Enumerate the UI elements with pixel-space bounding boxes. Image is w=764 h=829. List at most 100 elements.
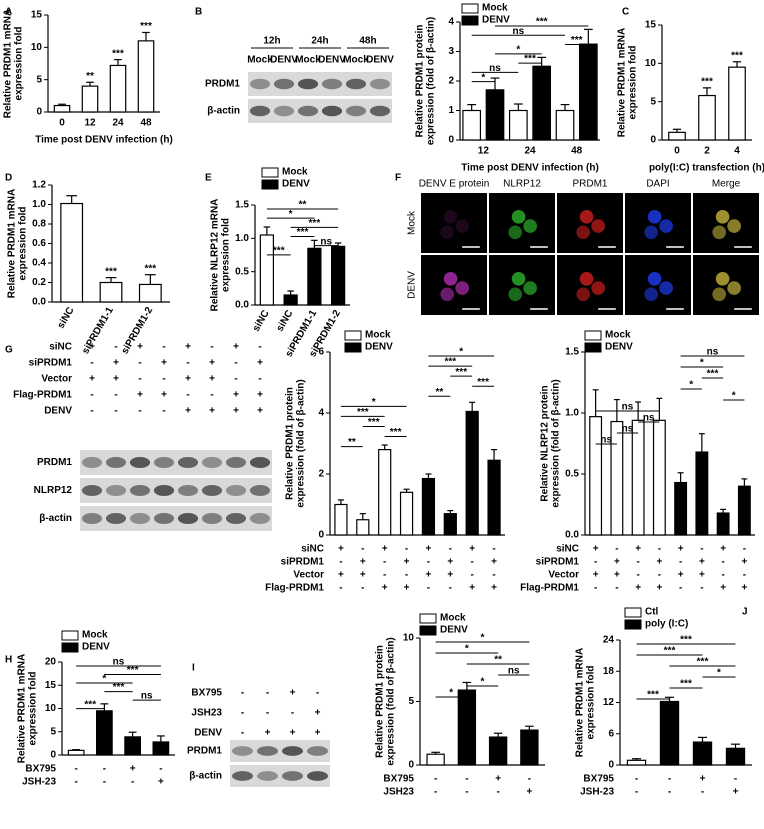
y-tick-label: 0 — [408, 760, 414, 771]
y-tick-label: 10 — [31, 42, 43, 53]
condition-sign: - — [266, 708, 269, 719]
significance: *** — [140, 21, 152, 32]
row-label: PRDM1 — [205, 79, 240, 90]
comparison-label: *** — [680, 635, 692, 646]
y-tick-label: 0.5 — [235, 266, 249, 277]
blot-strip — [248, 99, 392, 123]
cell — [576, 225, 591, 240]
blot-band — [201, 513, 223, 524]
condition-label: Vector — [548, 570, 579, 581]
condition-sign: - — [291, 708, 294, 719]
condition-label: siPRDM1 — [29, 358, 73, 369]
blot-strip — [248, 72, 392, 96]
y-tick-label: 15 — [45, 680, 57, 691]
panel-letter: J — [742, 607, 748, 618]
condition-sign: - — [635, 787, 638, 798]
legend-label: DENV — [282, 179, 310, 190]
legend-swatch — [584, 342, 602, 353]
blot-band — [129, 485, 151, 496]
comparison-label: *** — [273, 245, 285, 256]
cell — [576, 287, 591, 302]
y-tick-label: 5 — [50, 726, 56, 737]
condition-sign: - — [700, 583, 703, 594]
comparison-label: ** — [299, 200, 307, 211]
legend-swatch — [419, 613, 437, 624]
y-axis-label: expression (fold of β-actin) — [296, 379, 307, 507]
cell — [727, 281, 741, 295]
condition-sign: - — [471, 570, 474, 581]
legend-label: Mock — [282, 167, 308, 178]
lane-label: Mock — [247, 55, 273, 66]
cell — [659, 281, 673, 295]
significance: *** — [112, 48, 124, 59]
condition-sign: - — [721, 570, 724, 581]
bar — [443, 513, 457, 536]
condition-sign: - — [186, 390, 189, 401]
condition-label: JSH-23 — [580, 787, 614, 798]
condition-sign: + — [382, 583, 388, 594]
comparison-label: *** — [707, 369, 719, 380]
y-tick-label: 18 — [603, 666, 615, 677]
blot-band — [225, 513, 247, 524]
legend-label: Mock — [605, 330, 631, 341]
condition-sign: - — [427, 557, 430, 568]
blot-band — [249, 78, 271, 90]
condition-sign: + — [426, 544, 432, 555]
y-tick-label: 5 — [650, 96, 656, 107]
condition-sign: - — [234, 374, 237, 385]
blot-band — [232, 746, 253, 756]
condition-sign: + — [593, 570, 599, 581]
condition-label: Flag-PRDM1 — [265, 583, 324, 594]
condition-sign: - — [383, 570, 386, 581]
y-axis-label: Relative PRDM1 protein — [415, 25, 426, 138]
condition-sign: - — [658, 544, 661, 555]
condition-sign: + — [678, 570, 684, 581]
comparison-label: ** — [348, 437, 356, 448]
comparison-label: * — [481, 633, 485, 644]
y-axis-label: Relative PRDM1 protein — [285, 387, 296, 500]
condition-sign: - — [701, 787, 704, 798]
legend-label: DENV — [482, 15, 510, 26]
lane-label: DENV — [270, 55, 298, 66]
bar — [520, 729, 539, 766]
y-axis-label: expression fold — [18, 207, 29, 281]
cell — [727, 219, 741, 233]
panel-letter: E — [205, 173, 212, 184]
blot-band — [257, 746, 278, 756]
bar — [716, 512, 730, 536]
condition-sign: + — [404, 583, 410, 594]
legend-label: DENV — [440, 625, 468, 636]
x-tick-label: siNC — [56, 305, 77, 330]
comparison-label: *** — [309, 218, 321, 229]
condition-sign: + — [700, 774, 706, 785]
bar — [631, 419, 645, 536]
blot-strip — [230, 740, 330, 762]
micrograph — [421, 193, 487, 253]
blot-band — [129, 513, 151, 524]
bar — [67, 749, 85, 756]
x-tick-label: siNC — [275, 308, 296, 333]
condition-sign: - — [210, 342, 213, 353]
blot-band — [345, 78, 367, 90]
comparison-label: ns — [113, 657, 125, 668]
blot-band — [249, 485, 271, 496]
legend-label: Ctl — [645, 607, 659, 618]
condition-sign: + — [185, 406, 191, 417]
cell — [523, 219, 537, 233]
condition-sign: - — [210, 390, 213, 401]
cell — [579, 209, 594, 224]
condition-sign: + — [593, 544, 599, 555]
blot-band — [369, 78, 391, 90]
condition-sign: - — [405, 570, 408, 581]
blot-band — [153, 513, 175, 524]
lane-label: DENV — [318, 55, 346, 66]
micrograph — [625, 255, 691, 315]
comparison-label: ns — [643, 413, 655, 424]
condition-sign: - — [258, 342, 261, 353]
condition-sign: - — [361, 544, 364, 555]
lane-label: DENV — [366, 55, 394, 66]
condition-sign: - — [103, 777, 106, 788]
comparison-label: * — [449, 688, 453, 699]
condition-sign: + — [137, 390, 143, 401]
cell — [579, 271, 594, 286]
